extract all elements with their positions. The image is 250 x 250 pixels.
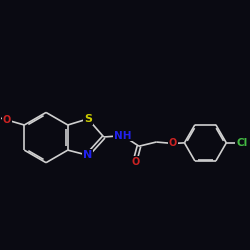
Text: O: O xyxy=(2,115,11,125)
Text: O: O xyxy=(169,138,177,148)
Text: S: S xyxy=(84,114,92,124)
Text: O: O xyxy=(132,157,140,167)
Text: NH: NH xyxy=(114,130,132,140)
Text: N: N xyxy=(83,150,92,160)
Text: Cl: Cl xyxy=(236,138,248,148)
